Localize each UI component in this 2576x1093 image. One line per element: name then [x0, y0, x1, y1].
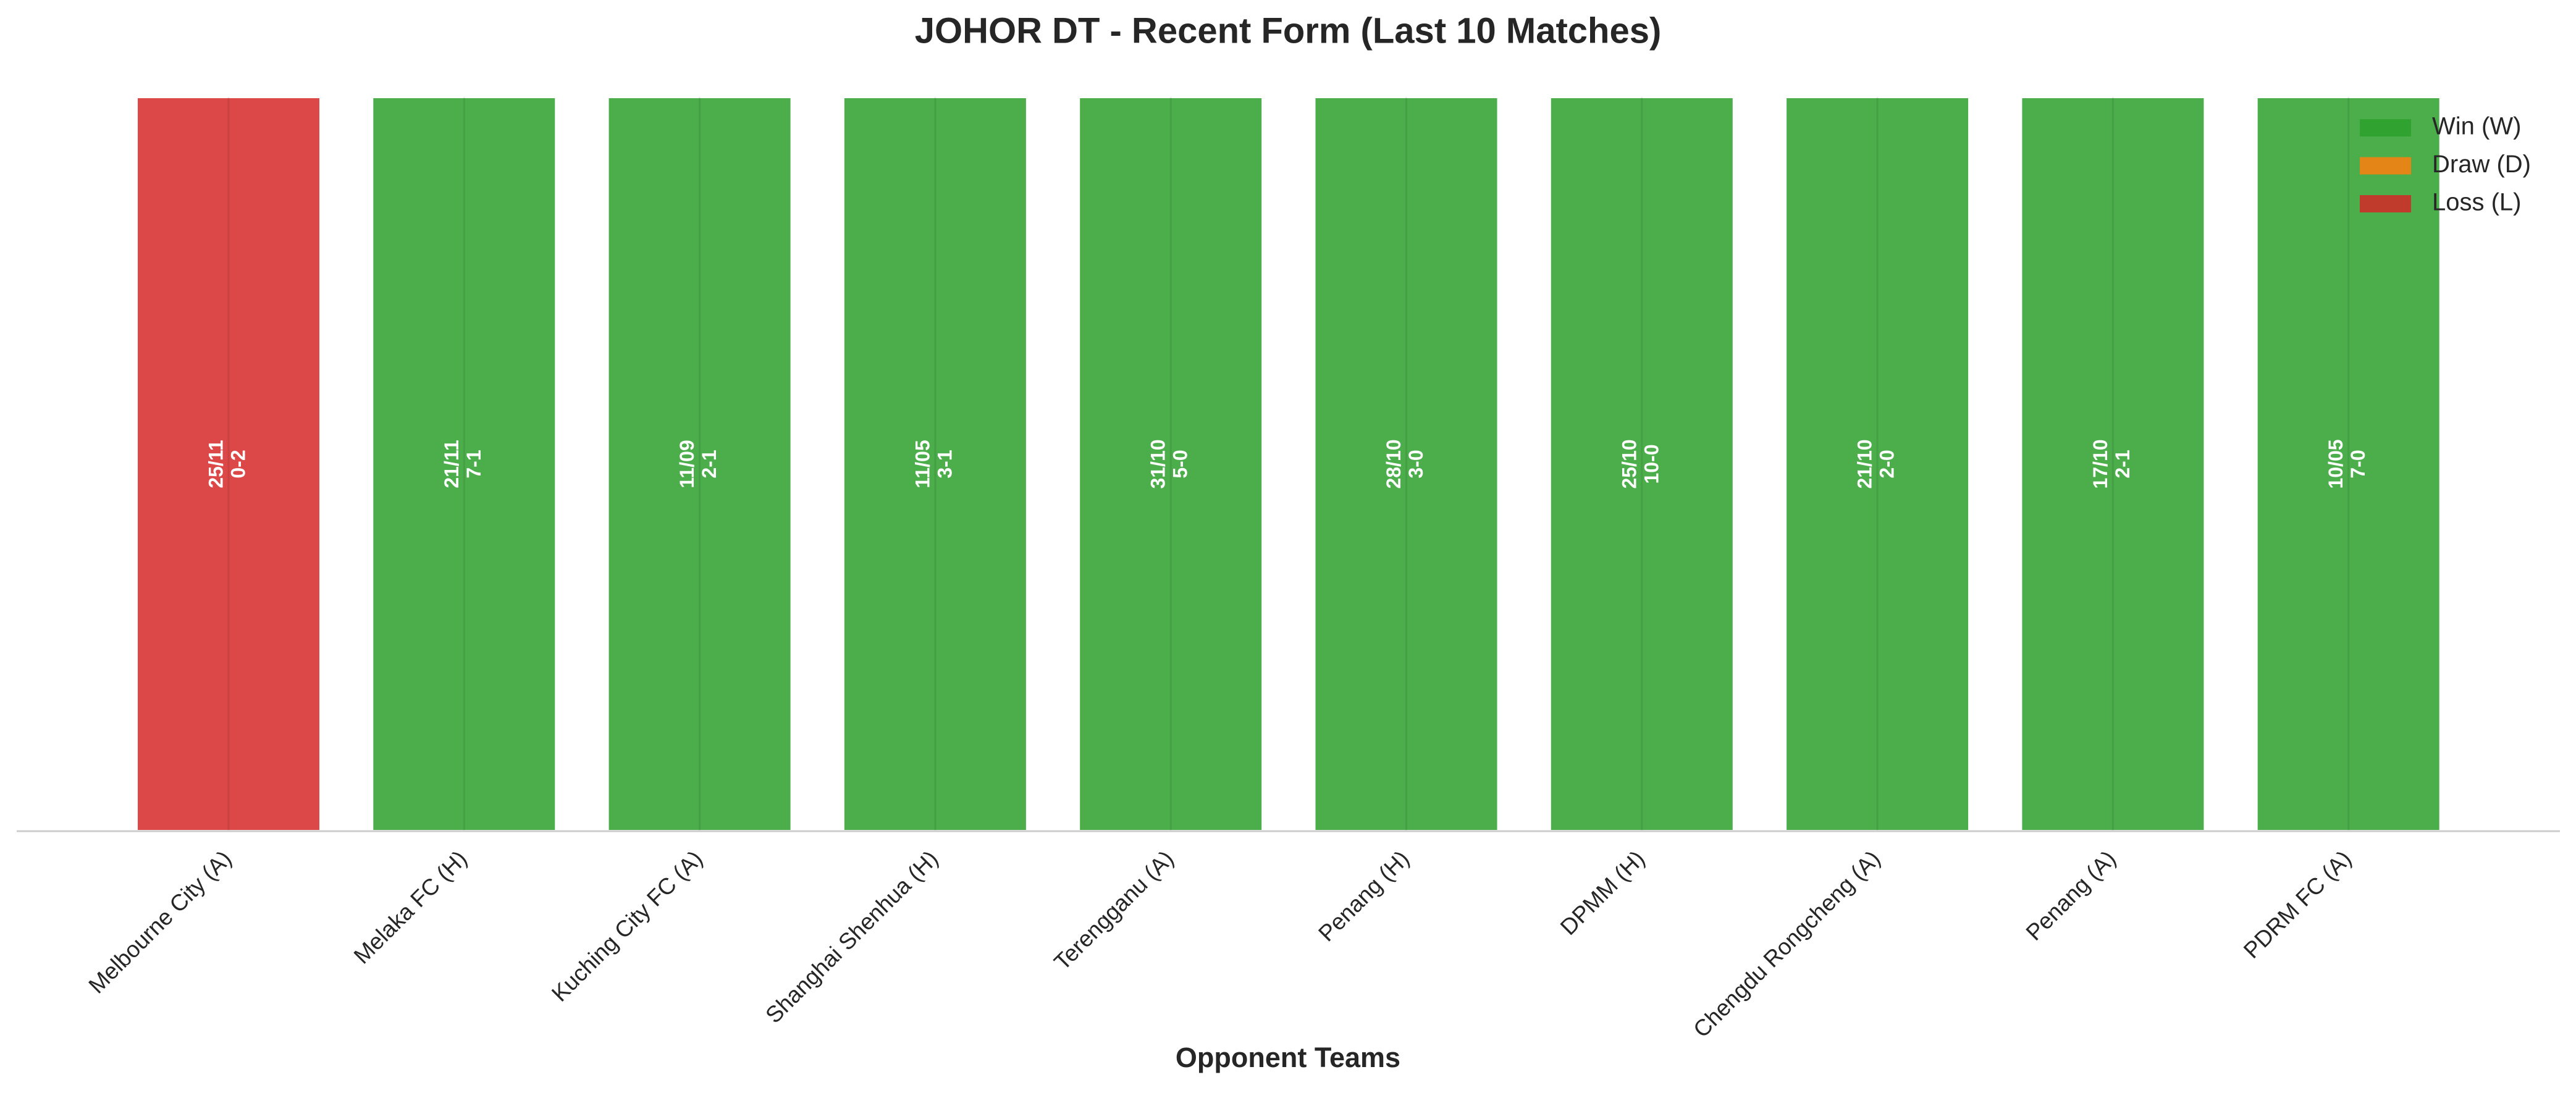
- bar-label: 11/09 2-1: [676, 440, 720, 488]
- bar-label: 10/05 7-0: [2325, 439, 2369, 488]
- match-date: 25/11: [204, 440, 227, 488]
- match-date: 21/11: [440, 440, 463, 488]
- bar: [606, 96, 793, 832]
- legend-label: Draw (D): [2432, 151, 2531, 178]
- match-date: 11/05: [911, 440, 933, 488]
- bar: [2255, 96, 2442, 832]
- legend-swatch: [2360, 157, 2411, 175]
- x-tick-label: Penang (H): [1313, 846, 1414, 947]
- legend-swatch: [2360, 195, 2411, 212]
- bar-label: 11/05 3-1: [911, 440, 956, 488]
- match-date: 17/10: [2089, 439, 2111, 488]
- match-score: 7-1: [463, 450, 485, 478]
- x-axis-label: Opponent Teams: [1176, 1042, 1400, 1073]
- bar: [841, 96, 1029, 832]
- legend-swatch: [2360, 119, 2411, 136]
- bar-label: 28/10 3-0: [1383, 439, 1427, 488]
- x-tick-label: Melbourne City (A): [83, 846, 236, 999]
- match-score: 3-0: [1405, 450, 1427, 478]
- bar: [1784, 96, 1971, 832]
- match-score: 5-0: [1169, 450, 1192, 478]
- bar: [2019, 96, 2207, 832]
- x-tick-label: Penang (A): [2021, 846, 2121, 945]
- x-tick-label: Shanghai Shenhua (H): [760, 846, 943, 1028]
- match-score: 2-0: [1876, 450, 1898, 478]
- x-tick-label: Terengganu (A): [1049, 846, 1178, 975]
- x-tick-label: Chengdu Rongcheng (A): [1688, 846, 1885, 1042]
- x-tick-label: Kuching City FC (A): [547, 846, 707, 1007]
- legend-label: Win (W): [2432, 113, 2521, 140]
- match-score: 0-2: [227, 450, 249, 478]
- x-tick-label: Melaka FC (H): [349, 846, 472, 969]
- bar: [1313, 96, 1500, 832]
- match-date: 21/10: [1854, 439, 1876, 488]
- bar: [371, 96, 558, 832]
- match-date: 28/10: [1383, 439, 1405, 488]
- bar-label: 21/10 2-0: [1854, 439, 1898, 488]
- bar-label: 31/10 5-0: [1147, 439, 1192, 488]
- bar-label: 17/10 2-1: [2089, 439, 2134, 488]
- match-score: 3-1: [933, 450, 956, 478]
- match-date: 25/10: [1618, 439, 1640, 488]
- bar: [1077, 96, 1265, 832]
- bar-label: 21/11 7-1: [440, 440, 485, 488]
- match-date: 10/05: [2325, 439, 2347, 488]
- match-date: 31/10: [1147, 439, 1169, 488]
- x-tick-label: PDRM FC (A): [2239, 846, 2356, 963]
- match-date: 11/09: [676, 440, 698, 488]
- match-score: 2-1: [698, 450, 720, 478]
- chart-title: JOHOR DT - Recent Form (Last 10 Matches): [915, 10, 1662, 51]
- bar: [135, 96, 322, 832]
- bar: [1548, 96, 1735, 832]
- match-score: 7-0: [2347, 450, 2369, 478]
- match-score: 10-0: [1640, 444, 1662, 484]
- legend-label: Loss (L): [2432, 189, 2522, 216]
- match-score: 2-1: [2111, 450, 2134, 478]
- bar-label: 25/10 10-0: [1618, 439, 1662, 488]
- bar-label: 25/11 0-2: [204, 440, 249, 488]
- x-tick-label: DPMM (H): [1555, 846, 1650, 940]
